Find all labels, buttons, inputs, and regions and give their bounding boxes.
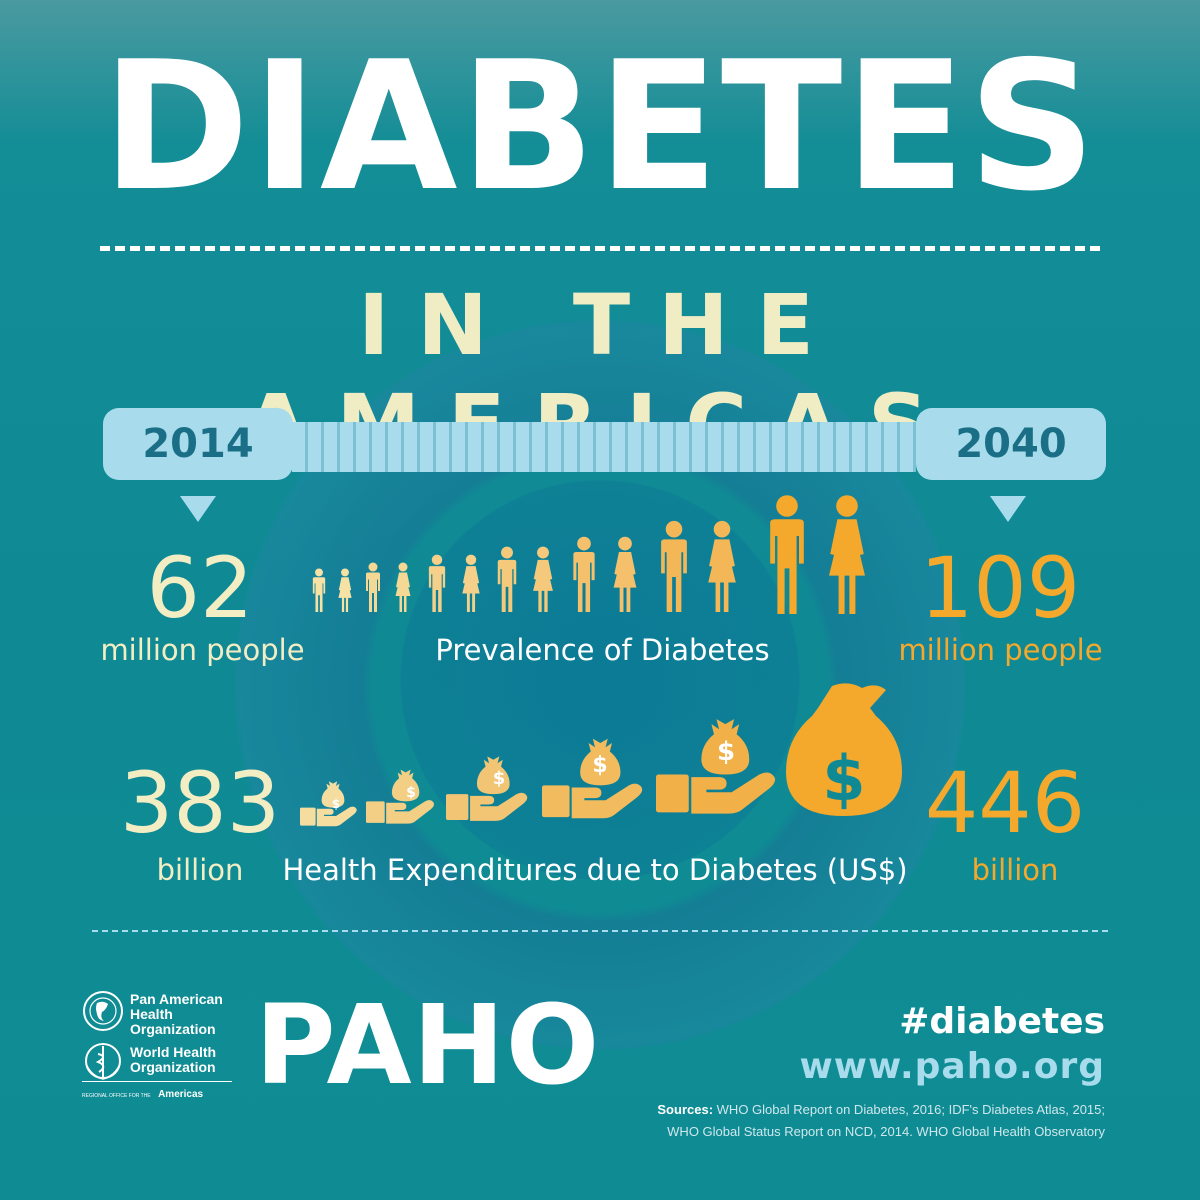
org2-name: World Health Organization — [130, 1044, 217, 1075]
sources-line-2: WHO Global Status Report on NCD, 2014. W… — [667, 1124, 1105, 1139]
svg-text:$: $ — [406, 785, 416, 801]
money-bag-icon — [446, 756, 528, 821]
expenditure-caption: Health Expenditures due to Diabetes (US$… — [282, 853, 908, 887]
person-icon — [312, 568, 326, 612]
svg-text:$: $ — [717, 737, 735, 767]
money-icons-row: $ $ $ $ $ $ — [300, 683, 902, 827]
money-bag-icon — [786, 683, 902, 816]
money-bag-icon — [300, 781, 357, 827]
people-icons-row — [312, 495, 865, 614]
org1-name: Pan American Health Organization — [130, 991, 223, 1037]
svg-text:$: $ — [332, 797, 340, 811]
expenditure-end-value: 446 — [924, 754, 1086, 852]
person-icon — [428, 554, 446, 612]
person-icon — [770, 495, 804, 614]
person-icon — [462, 554, 480, 612]
prevalence-end-unit: million people — [898, 633, 1103, 667]
start-year-badge: 2014 — [103, 408, 293, 480]
page-title: DIABETES — [101, 23, 1099, 230]
person-icon — [395, 562, 411, 612]
prevalence-end-value: 109 — [919, 539, 1081, 637]
person-icon — [708, 520, 736, 612]
money-bag-icon — [656, 719, 776, 814]
regional-office: REGIONAL OFFICE FOR THE Americas — [82, 1089, 204, 1100]
money-bag-icon — [542, 738, 643, 819]
prevalence-caption: Prevalence of Diabetes — [435, 633, 770, 667]
end-year-pointer — [990, 496, 1026, 522]
paho-emblem-icon — [83, 991, 123, 1031]
timeline-bar — [292, 422, 916, 472]
person-icon — [573, 536, 595, 612]
person-icon — [661, 520, 687, 612]
person-icon — [829, 495, 865, 614]
person-icon-group-1 — [312, 568, 352, 612]
paho-logo: PAHO — [255, 981, 601, 1109]
svg-text:$: $ — [592, 753, 607, 778]
expenditure-start-value: 383 — [119, 754, 281, 852]
person-icon — [366, 562, 380, 612]
person-icon — [338, 568, 352, 612]
org-underline — [82, 1081, 232, 1082]
svg-text:$: $ — [822, 742, 865, 815]
money-bag-icon — [366, 769, 435, 824]
person-icon — [613, 536, 637, 612]
start-year-pointer — [180, 496, 216, 522]
end-year-badge: 2040 — [916, 408, 1106, 480]
prevalence-start-unit: million people — [100, 633, 305, 667]
person-icon — [497, 546, 517, 612]
website-link[interactable]: www.paho.org — [799, 1046, 1105, 1087]
expenditure-end-unit: billion — [971, 853, 1059, 887]
footer-divider — [92, 930, 1108, 932]
who-emblem-icon — [85, 1043, 121, 1080]
title-divider — [100, 246, 1100, 251]
svg-text:$: $ — [493, 768, 506, 789]
expenditure-start-unit: billion — [156, 853, 244, 887]
prevalence-start-value: 62 — [146, 539, 254, 637]
hashtag[interactable]: #diabetes — [899, 1001, 1105, 1042]
sources-line-1: Sources: WHO Global Report on Diabetes, … — [657, 1102, 1105, 1117]
person-icon — [533, 546, 553, 612]
